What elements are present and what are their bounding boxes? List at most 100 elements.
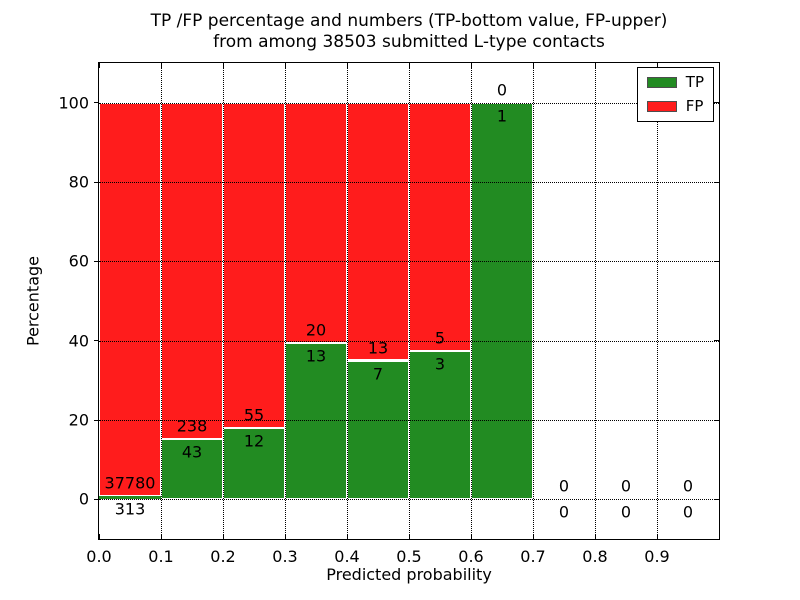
bar-label-tp-0.2-0.3: 12 bbox=[243, 431, 265, 451]
tp-legend-swatch bbox=[646, 77, 677, 88]
x-tick-0.3 bbox=[284, 534, 286, 539]
x-tick-label-0.0: 0.0 bbox=[86, 547, 112, 566]
bar-label-tp-0.1-0.2: 43 bbox=[181, 442, 203, 462]
bar-label-tp-0.6-0.7: 1 bbox=[496, 106, 508, 126]
gridline-x-0.1 bbox=[161, 63, 162, 539]
bar-label-tp-0.3-0.4: 13 bbox=[305, 346, 327, 366]
x-tick-label-0.8: 0.8 bbox=[582, 547, 608, 566]
bar-label-fp-0.9-1: 0 bbox=[682, 476, 694, 496]
fp-legend-label: FP bbox=[685, 97, 704, 115]
bar-label-tp-0.5-0.6: 3 bbox=[434, 354, 446, 374]
bar-tp-0.3-0.4 bbox=[285, 343, 347, 500]
y-tick-80 bbox=[94, 181, 99, 183]
y-tick-label-100: 100 bbox=[58, 93, 89, 113]
x-tick-label-0.3: 0.3 bbox=[272, 547, 298, 566]
x-tick-top-0.9 bbox=[656, 63, 658, 68]
fp-legend-swatch bbox=[646, 101, 677, 112]
bar-tp-0.4-0.5 bbox=[347, 360, 409, 500]
x-tick-label-0.4: 0.4 bbox=[334, 547, 360, 566]
x-tick-0.7 bbox=[532, 534, 534, 539]
chart-title-line1: TP /FP percentage and numbers (TP-bottom… bbox=[150, 11, 668, 31]
bar-label-fp-0.6-0.7: 0 bbox=[496, 80, 508, 100]
bar-label-tp-0.8-0.9: 0 bbox=[620, 502, 632, 522]
x-tick-top-0.6 bbox=[470, 63, 472, 68]
y-tick-right-0 bbox=[714, 498, 719, 500]
bar-fp-0.2-0.3 bbox=[223, 102, 285, 429]
y-tick-right-100 bbox=[714, 102, 719, 104]
bar-fp-0.1-0.2 bbox=[161, 102, 223, 439]
x-tick-label-0.9: 0.9 bbox=[644, 547, 670, 566]
y-tick-label-80: 80 bbox=[68, 172, 89, 192]
y-tick-40 bbox=[94, 340, 99, 342]
x-axis-label: Predicted probability bbox=[326, 565, 492, 584]
x-tick-0.8 bbox=[594, 534, 596, 539]
gridline-x-0.6 bbox=[471, 63, 472, 539]
legend: TP FP bbox=[636, 67, 714, 122]
y-tick-label-0: 0 bbox=[78, 489, 89, 509]
y-tick-100 bbox=[94, 102, 99, 104]
bar-label-tp-0-0.1: 313 bbox=[114, 499, 146, 519]
x-tick-label-0.1: 0.1 bbox=[148, 547, 174, 566]
x-tick-0.0 bbox=[98, 534, 100, 539]
bar-label-fp-0.2-0.3: 55 bbox=[243, 405, 265, 425]
bar-fp-0.3-0.4 bbox=[285, 102, 347, 344]
y-tick-label-60: 60 bbox=[68, 251, 89, 271]
bar-fp-0.4-0.5 bbox=[347, 102, 409, 361]
x-tick-top-0.1 bbox=[160, 63, 162, 68]
y-tick-right-20 bbox=[714, 419, 719, 421]
y-tick-right-60 bbox=[714, 260, 719, 262]
chart-title-line2: from among 38503 submitted L-type contac… bbox=[213, 32, 605, 52]
y-tick-0 bbox=[94, 498, 99, 500]
x-tick-0.6 bbox=[470, 534, 472, 539]
bar-fp-0-0.1 bbox=[99, 102, 161, 497]
gridline-x-0.9 bbox=[657, 63, 658, 539]
bar-label-tp-0.7-0.8: 0 bbox=[558, 502, 570, 522]
y-tick-right-80 bbox=[714, 181, 719, 183]
x-tick-0.9 bbox=[656, 534, 658, 539]
bar-label-fp-0.5-0.6: 5 bbox=[434, 328, 446, 348]
bar-label-fp-0.8-0.9: 0 bbox=[620, 476, 632, 496]
gridline-x-0.3 bbox=[285, 63, 286, 539]
chart-title: TP /FP percentage and numbers (TP-bottom… bbox=[98, 11, 720, 53]
x-tick-top-0.3 bbox=[284, 63, 286, 68]
x-tick-top-0.4 bbox=[346, 63, 348, 68]
bar-label-tp-0.4-0.5: 7 bbox=[372, 364, 384, 383]
bar-tp-0.1-0.2 bbox=[161, 438, 223, 500]
x-tick-label-0.5: 0.5 bbox=[396, 547, 422, 566]
bar-tp-0.5-0.6 bbox=[409, 350, 471, 500]
bar-tp-0-0.1 bbox=[99, 496, 161, 500]
x-tick-label-0.6: 0.6 bbox=[458, 547, 484, 566]
y-tick-20 bbox=[94, 419, 99, 421]
x-tick-0.4 bbox=[346, 534, 348, 539]
y-axis-label: Percentage bbox=[23, 255, 43, 347]
gridline-x-0.5 bbox=[409, 63, 410, 539]
y-tick-right-40 bbox=[714, 340, 719, 342]
bar-label-fp-0.3-0.4: 20 bbox=[305, 320, 327, 340]
gridline-x-0.2 bbox=[223, 63, 224, 539]
gridline-x-0.4 bbox=[347, 63, 348, 539]
x-tick-label-0.2: 0.2 bbox=[210, 547, 236, 566]
x-tick-top-0.7 bbox=[532, 63, 534, 68]
legend-entry-fp: FP bbox=[646, 97, 704, 115]
bar-label-fp-0.1-0.2: 238 bbox=[176, 416, 208, 436]
x-tick-top-0.0 bbox=[98, 63, 100, 68]
x-tick-top-0.5 bbox=[408, 63, 410, 68]
bar-label-tp-0.9-1: 0 bbox=[682, 502, 694, 522]
gridline-x-0.8 bbox=[595, 63, 596, 539]
x-tick-0.1 bbox=[160, 534, 162, 539]
y-tick-60 bbox=[94, 260, 99, 262]
legend-entry-tp: TP bbox=[646, 73, 704, 91]
x-tick-0.2 bbox=[222, 534, 224, 539]
bar-label-fp-0.7-0.8: 0 bbox=[558, 476, 570, 496]
x-tick-top-0.8 bbox=[594, 63, 596, 68]
plot-area: TP FP 0 20 40 60 80 100 0.0 0.1 0.2 0.3 0.4 0.5 0.6 0… bbox=[58, 62, 720, 566]
bar-fp-0.5-0.6 bbox=[409, 102, 471, 351]
tp-legend-label: TP bbox=[685, 73, 704, 91]
x-tick-0.5 bbox=[408, 534, 410, 539]
bar-label-fp-0.4-0.5: 13 bbox=[367, 338, 389, 357]
y-tick-label-40: 40 bbox=[68, 331, 89, 351]
bar-tp-0.6-0.7 bbox=[471, 102, 533, 500]
x-tick-label-0.7: 0.7 bbox=[520, 547, 546, 566]
gridline-x-0.7 bbox=[533, 63, 534, 539]
